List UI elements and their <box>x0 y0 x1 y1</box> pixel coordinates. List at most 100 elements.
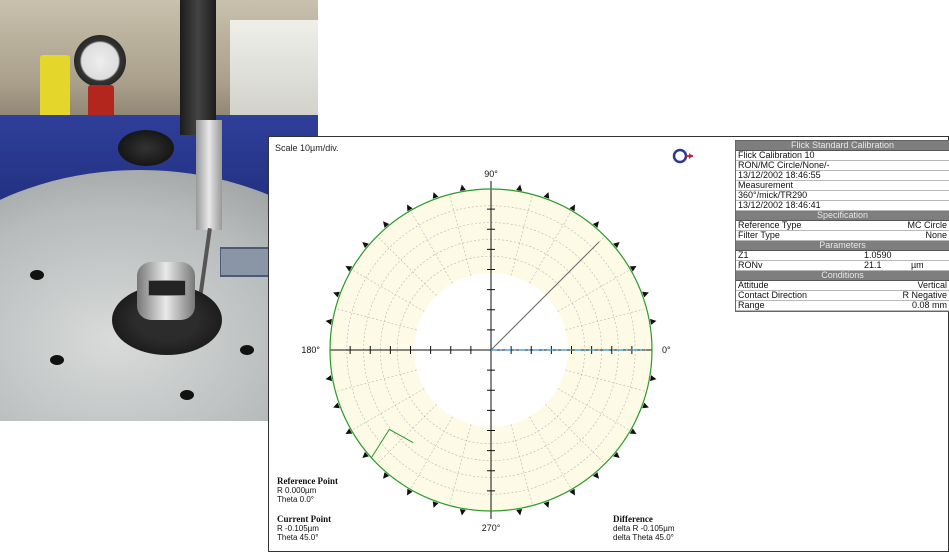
row-value: 1.0590 <box>864 251 892 260</box>
scale-label: Scale 10µm/div. <box>275 143 339 153</box>
axis-label-270: 270° <box>482 523 501 533</box>
data-point-marker <box>459 509 466 516</box>
param-row-z1: Z1 1.0590 <box>736 251 949 261</box>
current-point-line <box>490 241 600 351</box>
row-value: MC Circle <box>907 221 948 230</box>
profile-trace <box>329 188 653 512</box>
photo-knob <box>118 130 174 166</box>
difference-theta: delta Theta 45.0° <box>613 533 674 542</box>
row-label: RONv <box>738 261 763 270</box>
data-point-marker <box>516 184 523 191</box>
data-point-marker <box>345 428 353 434</box>
difference-r: delta R -0.105µm <box>613 524 675 533</box>
conditions-header: Conditions <box>736 271 949 281</box>
data-point-marker <box>459 184 466 191</box>
data-point-marker <box>613 451 620 458</box>
current-point-r: R -0.105µm <box>277 524 319 533</box>
data-point-marker <box>592 221 599 228</box>
data-point-marker <box>516 509 523 516</box>
info-panel: Flick Standard Calibration Flick Calibra… <box>735 140 949 312</box>
reference-point-theta: Theta 0.0° <box>277 495 314 504</box>
panel-row: 13/12/2002 18:46:41 <box>736 201 949 211</box>
data-point-marker <box>362 451 369 458</box>
row-label: Range <box>738 301 765 310</box>
cond-row-contact-direction: Contact Direction R Negative <box>736 291 949 301</box>
data-point-marker <box>543 501 550 508</box>
polar-spoke <box>557 388 631 431</box>
data-point-marker <box>650 375 657 382</box>
polar-spoke <box>410 416 453 490</box>
polar-spoke <box>557 269 631 312</box>
photo-pressure-gauge <box>74 35 126 87</box>
photo-hole <box>50 355 64 365</box>
data-point-marker <box>642 402 649 409</box>
data-point-marker <box>613 242 620 249</box>
row-value: 0.08 mm <box>911 301 947 310</box>
photo-flick-standard <box>137 262 195 320</box>
instrument-photo <box>0 0 318 421</box>
photo-probe <box>196 120 222 230</box>
cond-row-attitude: Attitude Vertical <box>736 281 949 291</box>
data-point-marker <box>629 428 637 434</box>
data-point-marker <box>362 242 369 249</box>
cond-row-range: Range 0.08 mm <box>736 301 949 311</box>
polar-spoke <box>529 416 572 490</box>
data-point-marker <box>333 402 340 409</box>
row-label: Filter Type <box>738 231 780 240</box>
flick-icon[interactable] <box>672 147 694 165</box>
panel-row: Measurement <box>736 181 949 191</box>
data-point-marker <box>325 375 332 382</box>
flick-spike <box>370 428 414 458</box>
axis-label-0: 0° <box>662 345 671 355</box>
difference-readout: Difference delta R -0.105µm delta Theta … <box>613 514 675 543</box>
reference-point-readout: Reference Point R 0.000µm Theta 0.0° <box>277 476 339 505</box>
measurement-window: 90° 180° 0° 270° Scale 10µm/div. Flick Stan… <box>268 136 949 552</box>
polar-spoke <box>410 210 453 284</box>
axis-label-180: 180° <box>301 345 320 355</box>
data-point-marker <box>650 318 657 325</box>
data-point-marker <box>407 488 413 496</box>
polar-spoke <box>510 194 533 276</box>
current-point-title: Current Point <box>277 514 332 524</box>
data-point-marker <box>543 192 550 199</box>
photo-hole <box>30 270 44 280</box>
row-value: None <box>925 231 947 240</box>
polar-spoke <box>335 308 417 331</box>
row-label: Attitude <box>738 281 769 290</box>
row-value: 21.1 <box>864 261 882 270</box>
polar-spoke <box>545 404 606 465</box>
spec-row-reference-type: Reference Type MC Circle <box>736 221 949 231</box>
reference-point-title: Reference Point <box>277 476 339 486</box>
data-point-marker <box>383 472 390 479</box>
current-point-readout: Current Point R -0.105µm Theta 45.0° <box>277 514 332 543</box>
row-value: Vertical <box>917 281 947 290</box>
row-value: R Negative <box>902 291 947 300</box>
polar-spoke <box>376 404 437 465</box>
data-point-marker <box>569 488 575 496</box>
panel-row: Flick Calibration 10 <box>736 151 949 161</box>
params-header: Parameters <box>736 241 949 251</box>
data-point-marker <box>383 221 390 228</box>
data-point-marker <box>333 291 340 298</box>
data-point-marker <box>432 192 439 199</box>
data-point-marker <box>592 472 599 479</box>
reference-point-r: R 0.000µm <box>277 486 317 495</box>
panel-title: Flick Standard Calibration <box>736 141 949 151</box>
spec-header: Specification <box>736 211 949 221</box>
data-point-marker <box>345 266 353 272</box>
difference-title: Difference <box>613 514 653 524</box>
param-row-ronv: RONv 21.1 µm <box>736 261 949 271</box>
data-point-marker <box>629 266 637 272</box>
polar-spoke <box>335 369 417 392</box>
photo-hole <box>180 390 194 400</box>
polar-spoke <box>376 235 437 296</box>
panel-row: 13/12/2002 18:46:55 <box>736 171 949 181</box>
axis-label-90: 90° <box>484 169 498 179</box>
polar-spoke <box>565 308 647 331</box>
row-unit: µm <box>911 261 924 270</box>
polar-spoke <box>529 210 572 284</box>
row-label: Z1 <box>738 251 749 260</box>
data-point-marker <box>432 501 439 508</box>
polar-spoke <box>449 424 472 506</box>
polar-plot: 90° 180° 0° 270° <box>301 169 671 533</box>
